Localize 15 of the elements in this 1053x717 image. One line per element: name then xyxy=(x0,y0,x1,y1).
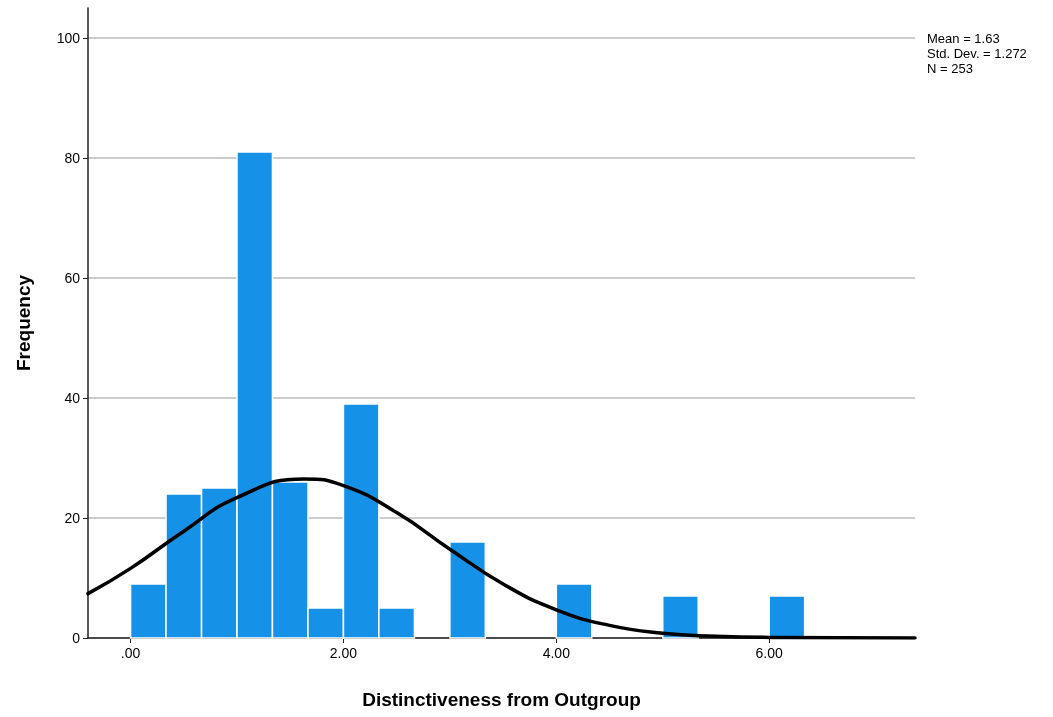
x-tick-label: 6.00 xyxy=(755,645,784,661)
y-tick-label: 60 xyxy=(64,270,81,286)
text: Mean = 1.63 xyxy=(927,31,1000,46)
y-tick-label: 100 xyxy=(56,30,81,46)
y-tick-label: 80 xyxy=(64,150,81,166)
x-axis-title: Distinctiveness from Outgroup xyxy=(362,689,641,710)
text: Std. Dev. = 1.272 xyxy=(927,46,1027,61)
y-tick-label: 0 xyxy=(72,630,81,646)
y-tick-label: 40 xyxy=(64,390,81,406)
y-axis-title: Frequency xyxy=(13,274,34,372)
x-tick-label: 2.00 xyxy=(329,645,358,661)
y-tick-label: 20 xyxy=(64,510,81,526)
x-tick-label: 4.00 xyxy=(542,645,571,661)
text: N = 253 xyxy=(927,61,973,76)
x-tick-label: .00 xyxy=(120,645,141,661)
